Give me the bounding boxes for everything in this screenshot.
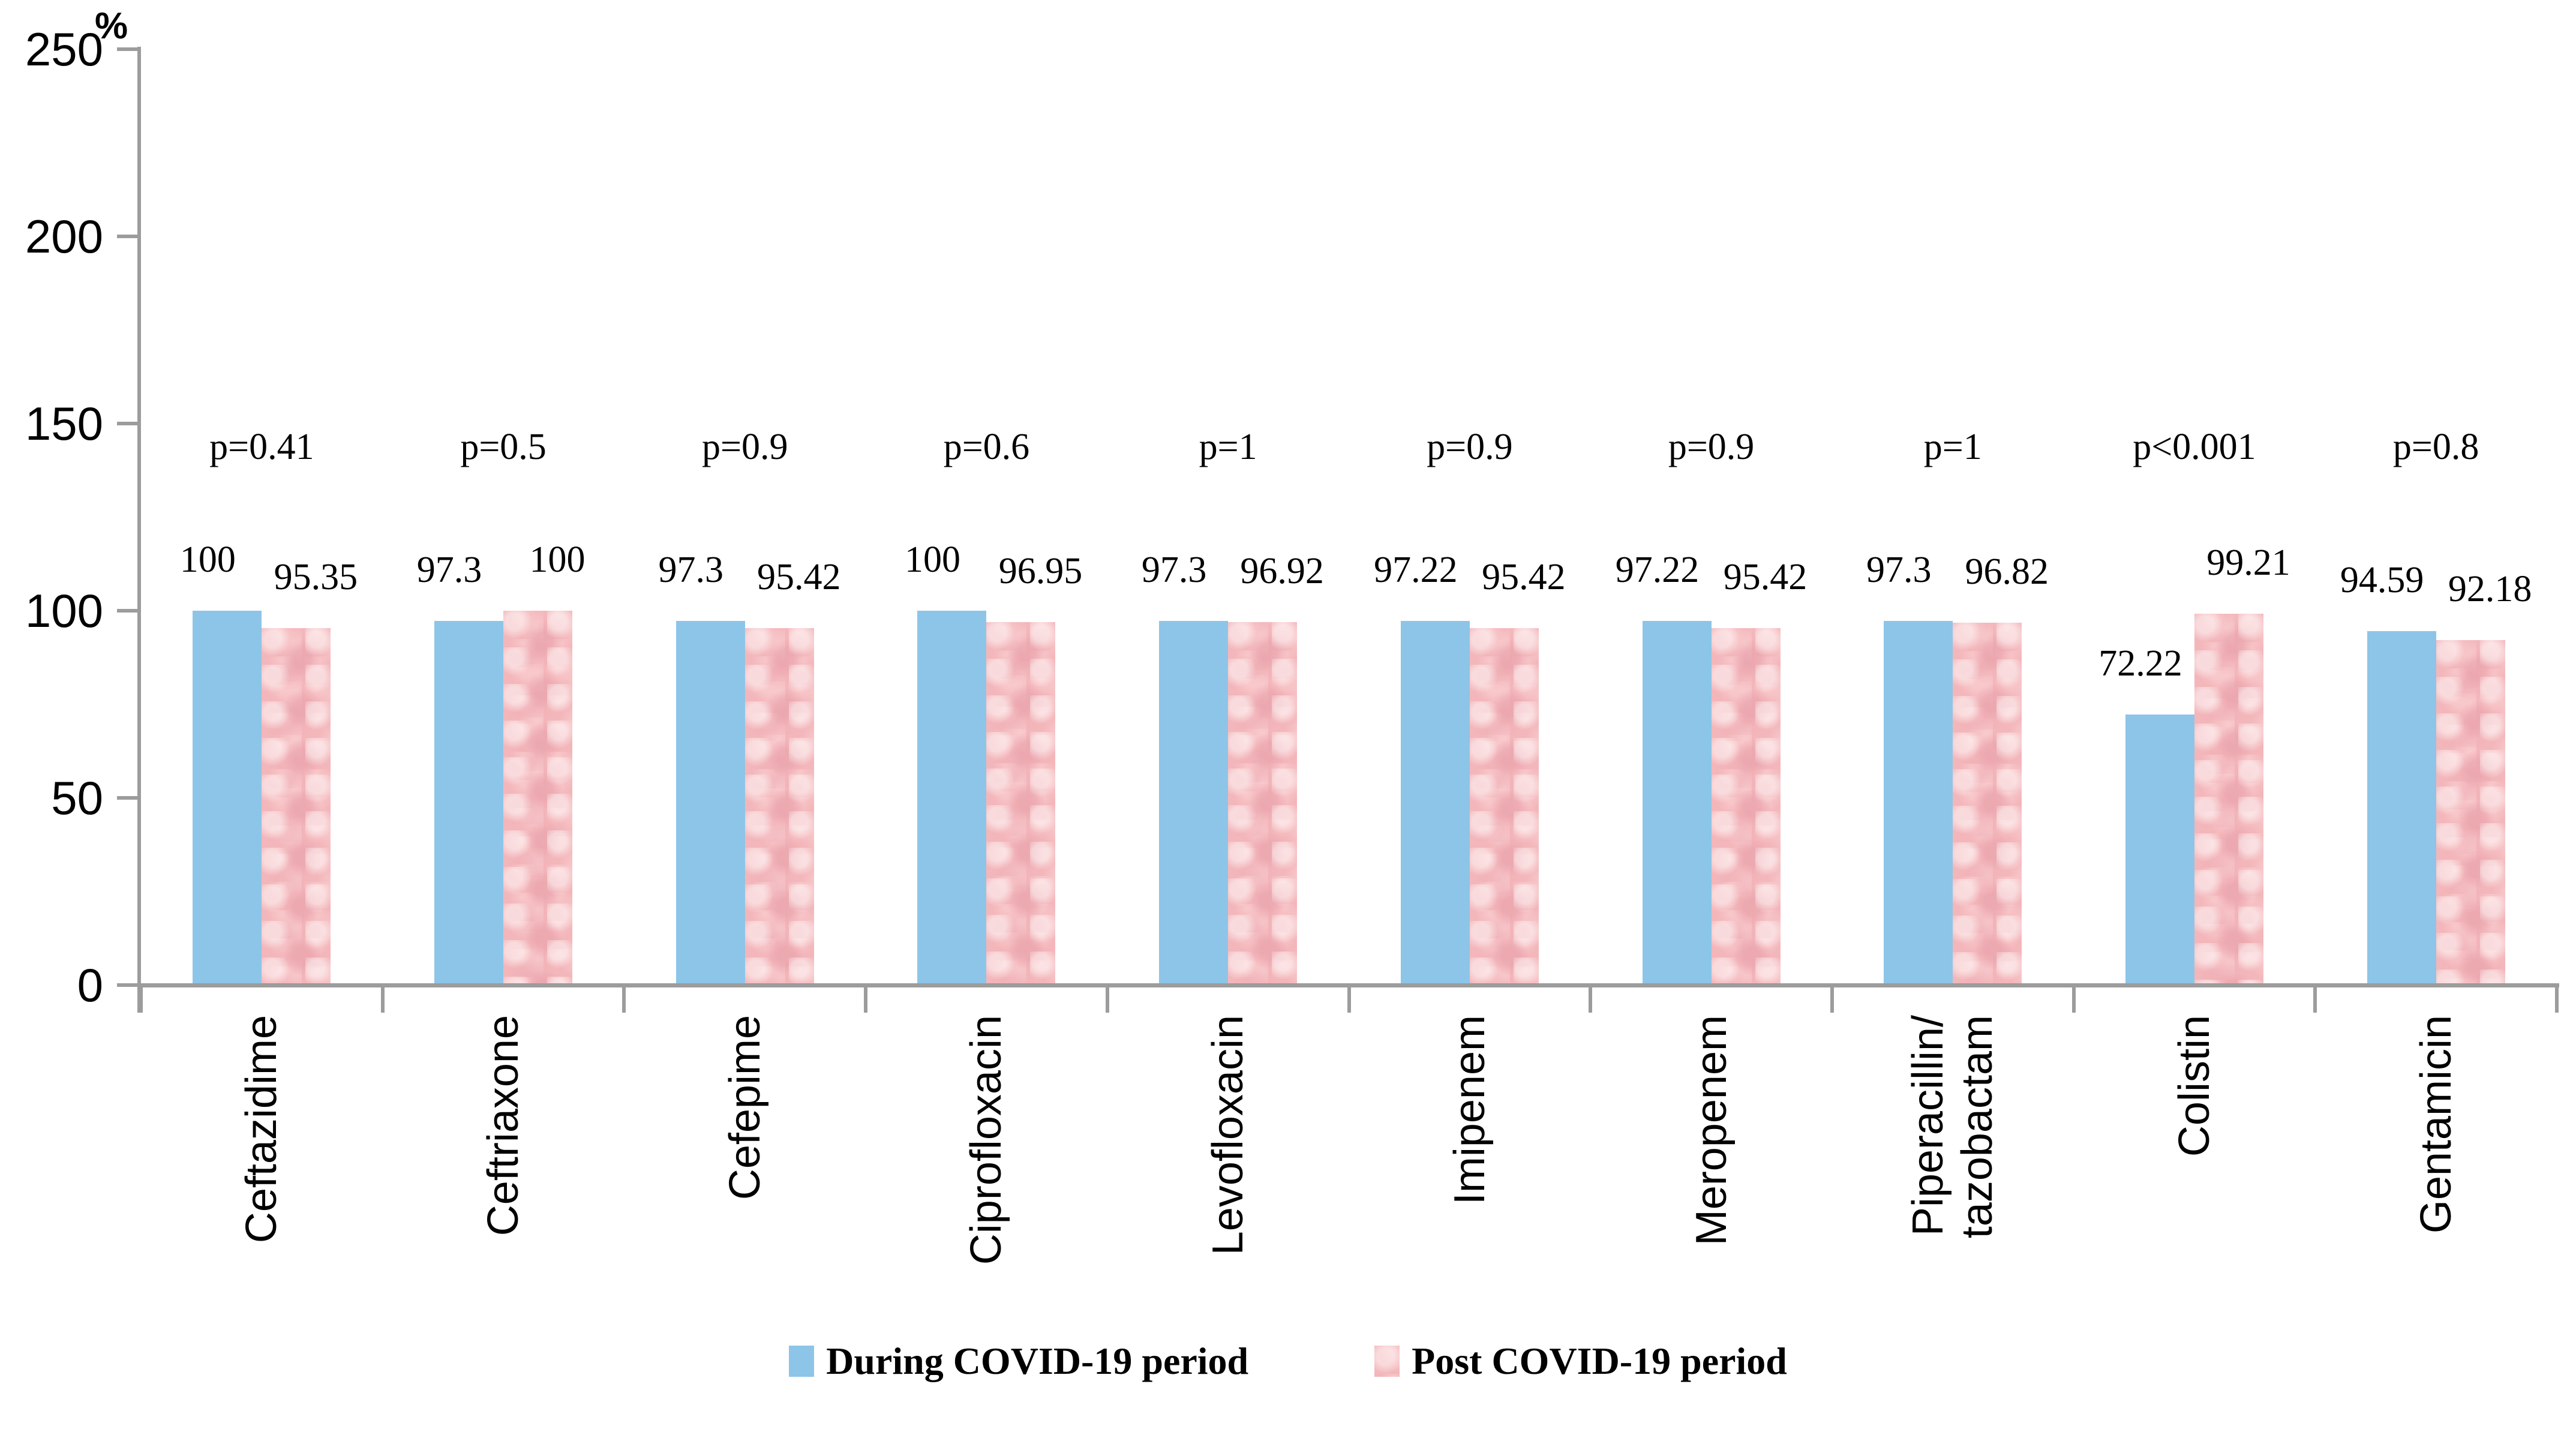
bar-during-covid bbox=[1642, 621, 1712, 983]
y-axis-tick-label: 250 bbox=[25, 23, 103, 76]
category-label: Meropenem bbox=[1687, 1015, 1736, 1246]
legend-label-post-covid: Post COVID-19 period bbox=[1412, 1340, 1787, 1382]
x-axis-tick bbox=[622, 985, 626, 1013]
bar-during-covid bbox=[2367, 631, 2436, 983]
y-axis-tick bbox=[117, 609, 137, 613]
bar-during-covid bbox=[193, 611, 262, 983]
legend: During COVID-19 period Post COVID-19 per… bbox=[0, 1339, 2576, 1383]
bar-during-covid bbox=[1159, 620, 1229, 983]
p-value-label: p=0.8 bbox=[2392, 427, 2479, 467]
category-label: Imipenem bbox=[1445, 1015, 1494, 1205]
y-axis-tick-label: 100 bbox=[25, 584, 103, 637]
bar-value-label: 99.21 bbox=[2206, 542, 2290, 583]
bar-post-covid bbox=[2436, 640, 2505, 983]
legend-swatch-post-covid bbox=[1374, 1346, 1400, 1377]
bar-value-label: 95.35 bbox=[274, 557, 358, 598]
x-axis-tick bbox=[380, 985, 385, 1013]
category-label: Piperacillin/ tazobactam bbox=[1904, 1015, 2002, 1239]
bar-during-covid bbox=[1884, 620, 1953, 983]
bar-value-label: 92.18 bbox=[2448, 568, 2532, 610]
legend-item-post-covid: Post COVID-19 period bbox=[1374, 1339, 1787, 1383]
bar-during-covid bbox=[675, 620, 745, 983]
legend-item-during-covid: During COVID-19 period bbox=[789, 1339, 1248, 1383]
bar-during-covid bbox=[917, 611, 987, 983]
bar-during-covid bbox=[434, 620, 504, 983]
y-axis-tick bbox=[117, 983, 137, 987]
p-value-label: p=0.41 bbox=[209, 427, 314, 467]
bar-value-label: 96.92 bbox=[1240, 551, 1324, 592]
bar-value-label: 95.42 bbox=[1723, 556, 1808, 598]
category-label: Cefepime bbox=[720, 1015, 769, 1200]
bar-post-covid bbox=[2194, 613, 2263, 983]
bar-value-label: 96.82 bbox=[1965, 551, 2049, 592]
bar-post-covid bbox=[503, 611, 573, 983]
bar-value-label: 97.3 bbox=[1866, 549, 1932, 590]
legend-swatch-during-covid bbox=[789, 1346, 815, 1377]
y-axis-tick-label: 200 bbox=[25, 210, 103, 263]
bar-value-label: 96.95 bbox=[998, 551, 1083, 592]
x-axis-tick bbox=[2313, 985, 2317, 1013]
x-axis-tick bbox=[2555, 985, 2559, 1013]
bar-value-label: 94.59 bbox=[2340, 559, 2424, 601]
bar-during-covid bbox=[2125, 714, 2194, 983]
x-axis-tick bbox=[1589, 985, 1593, 1013]
x-axis-tick bbox=[1830, 985, 1834, 1013]
x-axis-tick bbox=[1105, 985, 1109, 1013]
y-axis-tick-label: 0 bbox=[77, 959, 103, 1011]
bar-value-label: 100 bbox=[529, 539, 586, 580]
bar-post-covid bbox=[1469, 628, 1539, 983]
p-value-label: p=0.9 bbox=[1668, 427, 1755, 467]
category-label: Gentamicin bbox=[2412, 1015, 2460, 1234]
bar-post-covid bbox=[1228, 622, 1298, 983]
category-label: Ceftazidime bbox=[238, 1015, 286, 1244]
y-axis-tick bbox=[117, 47, 137, 51]
p-value-label: p=0.5 bbox=[460, 427, 547, 467]
x-axis-tick bbox=[139, 985, 143, 1013]
y-axis-tick bbox=[117, 796, 137, 800]
p-value-label: p=1 bbox=[1923, 427, 1982, 467]
p-value-label: p=0.9 bbox=[702, 427, 788, 467]
bar-value-label: 100 bbox=[904, 539, 960, 580]
category-label: Levofloxacin bbox=[1204, 1015, 1253, 1256]
bar-value-label: 97.3 bbox=[658, 549, 724, 590]
y-axis-tick bbox=[117, 422, 137, 425]
x-axis-tick bbox=[1347, 985, 1351, 1013]
category-label: Colistin bbox=[2170, 1015, 2218, 1157]
bar-value-label: 97.22 bbox=[1374, 550, 1458, 591]
y-axis-line bbox=[137, 47, 141, 1013]
bar-value-label: 95.42 bbox=[1482, 556, 1566, 598]
bar-post-covid bbox=[744, 628, 814, 983]
y-axis-tick bbox=[117, 235, 137, 238]
bar-post-covid bbox=[262, 628, 331, 983]
category-label: Ciprofloxacin bbox=[962, 1015, 1011, 1265]
p-value-label: p<0.001 bbox=[2133, 427, 2256, 467]
bar-value-label: 97.3 bbox=[416, 549, 482, 590]
bar-during-covid bbox=[1400, 621, 1470, 983]
category-label: Ceftriaxone bbox=[479, 1015, 528, 1236]
bar-post-covid bbox=[1953, 622, 2022, 983]
y-axis-tick-label: 50 bbox=[51, 771, 103, 824]
bar-value-label: 95.42 bbox=[757, 556, 841, 598]
bar-value-label: 97.3 bbox=[1141, 549, 1207, 590]
bar-post-covid bbox=[986, 622, 1056, 983]
x-axis-tick bbox=[2071, 985, 2076, 1013]
y-axis-tick-label: 150 bbox=[25, 397, 103, 450]
y-axis-unit-label: % bbox=[95, 5, 128, 47]
p-value-label: p=0.9 bbox=[1427, 427, 1513, 467]
bar-value-label: 100 bbox=[179, 539, 236, 580]
bar-value-label: 97.22 bbox=[1615, 550, 1700, 591]
p-value-label: p=0.6 bbox=[943, 427, 1030, 467]
x-axis-tick bbox=[864, 985, 868, 1013]
legend-label-during-covid: During COVID-19 period bbox=[826, 1340, 1249, 1382]
bar-post-covid bbox=[1711, 628, 1781, 983]
bar-value-label: 72.22 bbox=[2098, 643, 2182, 685]
p-value-label: p=1 bbox=[1199, 427, 1257, 467]
